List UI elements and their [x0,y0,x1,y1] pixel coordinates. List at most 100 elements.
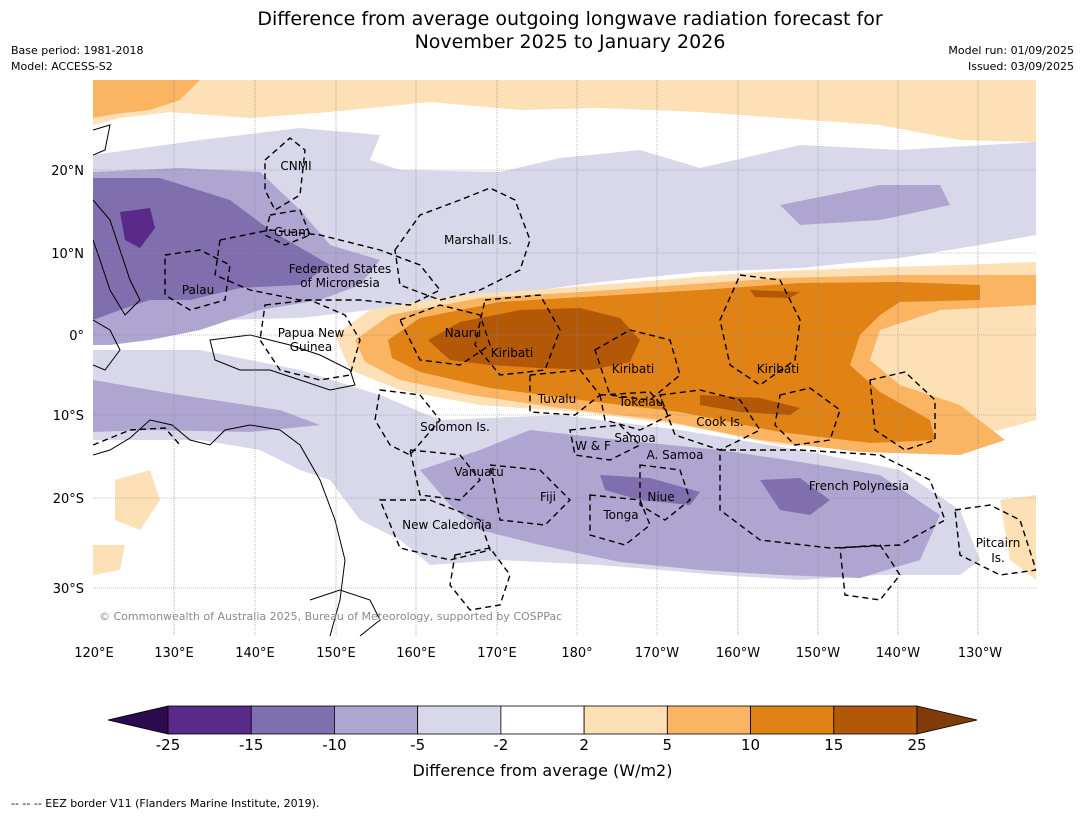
label-png-2: Guinea [290,340,333,354]
colorbar-swatch [167,705,252,735]
label-kiribati-east: Kiribati [757,362,799,376]
label-cook: Cook Is. [696,415,743,429]
label-solomon: Solomon Is. [420,420,490,434]
lat-tick: 20°S [53,492,84,507]
lon-tick: 170°W [635,646,679,661]
lon-tick: 170°E [477,646,517,661]
eez-borders [93,137,1036,611]
positive-anomaly-north-core [93,80,200,118]
title-line-1: Difference from average outgoing longwav… [257,8,883,30]
label-french-polynesia: French Polynesia [809,479,909,493]
model-name: Model: ACCESS-S2 [11,60,113,73]
lon-tick: 140°W [876,646,920,661]
lat-tick: 20°N [51,164,84,179]
colorbar-swatch [334,705,419,735]
base-period: Base period: 1981-2018 [11,44,144,57]
negative-anomaly-coral-sea [93,380,320,432]
colorbar-swatch [833,705,918,735]
lon-tick: 160°E [396,646,436,661]
positive-anomaly-east-core-2 [750,290,800,298]
australia-coastline [93,419,346,636]
lat-tick: 10°N [51,247,84,262]
copyright-notice: © Commonwealth of Australia 2025, Bureau… [99,610,563,623]
philippines-coastline [93,199,141,316]
negative-anomaly-north-east [780,185,950,225]
label-kiribati-west: Kiribati [491,346,533,360]
lon-tick: 130°E [154,646,194,661]
label-kiribati-central: Kiribati [612,362,654,376]
colorbar-extend-high [916,705,978,735]
borneo-coastline [93,319,121,371]
colorbar-tick-label: 10 [741,736,760,754]
taiwan-coastline [93,124,111,156]
label-niue: Niue [647,490,674,504]
colorbar-swatch [500,705,585,735]
title-line-2: November 2025 to January 2026 [414,31,726,53]
model-run: Model run: 01/09/2025 [948,44,1074,57]
colorbar-label: Difference from average (W/m2) [412,761,673,780]
label-vanuatu: Vanuatu [454,465,504,479]
colorbar-swatch [250,705,335,735]
label-fsm-1: Federated States [289,262,391,276]
label-wallis-futuna: W & F [575,439,611,453]
label-tuvalu: Tuvalu [537,392,577,406]
label-fiji: Fiji [540,490,556,504]
lat-tick: 0° [69,329,84,344]
negative-anomaly-warm-pool-core [120,208,155,248]
label-new-caledonia: New Caledonia [402,518,492,532]
lon-tick: 140°E [235,646,275,661]
new-zealand-coastline [309,589,381,636]
label-tokelau: Tokelau [618,395,664,409]
colorbar-extend-low [107,705,169,735]
lon-tick: 130°W [958,646,1002,661]
colorbar-tick-label: -25 [156,736,181,754]
positive-anomaly-north [93,80,1036,142]
negative-anomaly-south-core [600,475,700,505]
eez-footnote: -- -- -- EEZ border V11 (Flanders Marine… [11,797,320,810]
gridlines [93,80,1036,636]
positive-anomaly-equatorial-core [428,308,640,370]
label-fsm-2: of Micronesia [300,276,380,290]
lon-tick: 150°W [796,646,840,661]
anomaly-field [93,80,1036,636]
label-marshall: Marshall Is. [444,233,512,247]
colorbar-tick-label: 15 [824,736,843,754]
latitude-ticks: 20°N 10°N 0° 10°S 20°S 30°S [51,164,84,597]
colorbar-swatch [666,705,751,735]
map-panel: CNMI Guam Marshall Is. Federated States … [51,80,1036,661]
lon-tick: 150°E [316,646,356,661]
colorbar-swatches [107,705,978,735]
label-guam: Guam [274,225,310,239]
negative-anomaly-warm-pool-mid [93,178,330,320]
colorbar-tick-label: 5 [663,736,673,754]
positive-anomaly-east-core [700,395,800,415]
colorbar-tick-label: -15 [239,736,264,754]
lon-tick: 180° [561,646,592,661]
meta-left: Base period: 1981-2018 Model: ACCESS-S2 [11,43,143,75]
south-west-positive-anomaly [93,545,125,575]
negative-anomaly-south-core-2 [760,478,830,515]
issued-date: Issued: 03/09/2025 [967,60,1074,73]
colorbar-tick-label: -2 [493,736,508,754]
lon-tick: 160°W [716,646,760,661]
label-png-1: Papua New [278,326,345,340]
colorbar-swatch [417,705,502,735]
label-american-samoa: A. Samoa [647,448,704,462]
colorbar-tick-label: -5 [410,736,425,754]
colorbar-tick-label: -10 [322,736,347,754]
region-labels: CNMI Guam Marshall Is. Federated States … [182,159,1020,565]
colorbar-ticks: -25 -15 -10 -5 -2 2 5 10 15 25 [156,736,927,754]
map-title: Difference from average outgoing longwav… [0,8,1085,54]
label-tonga: Tonga [602,508,638,522]
meta-right: Model run: 01/09/2025 Issued: 03/09/2025 [948,43,1074,75]
label-nauru: Nauru [445,326,481,340]
label-samoa: Samoa [614,431,655,445]
lon-tick: 120°E [74,646,114,661]
lat-tick: 10°S [53,409,84,424]
label-palau: Palau [182,283,214,297]
label-cnmi: CNMI [280,159,311,173]
south-east-positive-anomaly [1000,495,1036,580]
australia-positive-anomaly [115,470,160,530]
colorbar-swatch [750,705,835,735]
